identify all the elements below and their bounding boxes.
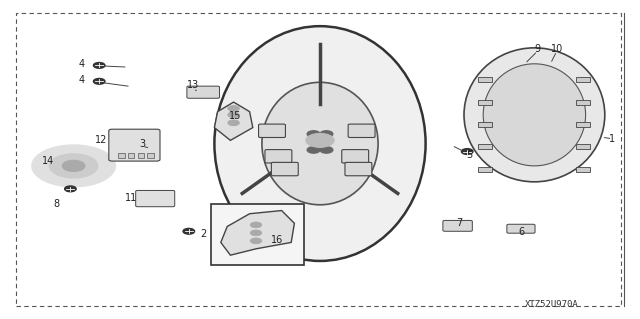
Text: 7: 7 (456, 218, 463, 228)
FancyBboxPatch shape (507, 224, 535, 233)
Circle shape (62, 160, 85, 172)
Text: 3: 3 (139, 139, 145, 149)
Bar (576, 122, 590, 127)
Circle shape (93, 78, 105, 84)
Text: 4: 4 (79, 75, 85, 85)
Text: 11: 11 (125, 193, 138, 204)
Circle shape (320, 147, 333, 153)
Text: 9: 9 (534, 44, 541, 55)
Bar (576, 77, 590, 82)
Ellipse shape (214, 26, 426, 261)
Circle shape (307, 131, 320, 137)
FancyBboxPatch shape (259, 124, 285, 137)
FancyBboxPatch shape (109, 129, 160, 161)
Circle shape (250, 222, 262, 228)
Bar (478, 100, 492, 105)
Text: 16: 16 (271, 235, 284, 245)
Bar (576, 144, 590, 149)
Bar (118, 153, 125, 158)
FancyBboxPatch shape (348, 124, 375, 137)
Text: 2: 2 (200, 228, 207, 239)
Circle shape (306, 133, 334, 147)
Text: 5: 5 (466, 150, 472, 160)
Circle shape (228, 106, 239, 111)
Circle shape (228, 120, 239, 126)
Bar (576, 167, 590, 172)
Bar (147, 153, 154, 158)
Circle shape (65, 186, 76, 192)
Ellipse shape (262, 82, 378, 205)
Text: 13: 13 (187, 80, 200, 91)
Ellipse shape (464, 48, 605, 182)
Circle shape (461, 149, 473, 154)
Circle shape (32, 145, 115, 187)
FancyBboxPatch shape (271, 162, 298, 176)
Bar (211, 204, 304, 265)
Bar (138, 153, 144, 158)
FancyBboxPatch shape (136, 190, 175, 207)
Circle shape (228, 112, 239, 118)
Polygon shape (214, 102, 253, 140)
Text: 14: 14 (42, 156, 54, 166)
Text: 1: 1 (609, 134, 616, 144)
Text: 12: 12 (95, 135, 108, 145)
Text: 15: 15 (229, 111, 242, 121)
Polygon shape (221, 211, 294, 255)
Bar (478, 77, 492, 82)
Circle shape (320, 131, 333, 137)
Circle shape (250, 238, 262, 244)
Text: XTZ52U970A: XTZ52U970A (525, 300, 579, 309)
Circle shape (250, 230, 262, 236)
Circle shape (49, 154, 98, 178)
FancyBboxPatch shape (345, 162, 372, 176)
Ellipse shape (483, 64, 586, 166)
Text: 4: 4 (79, 59, 85, 69)
Circle shape (307, 147, 320, 153)
FancyBboxPatch shape (265, 150, 292, 163)
Circle shape (183, 228, 195, 234)
Bar (576, 100, 590, 105)
FancyBboxPatch shape (443, 220, 472, 231)
Circle shape (93, 63, 105, 68)
Bar (478, 144, 492, 149)
Text: 6: 6 (518, 227, 525, 237)
Bar (478, 167, 492, 172)
Bar (478, 122, 492, 127)
Text: 10: 10 (550, 44, 563, 55)
FancyBboxPatch shape (187, 86, 220, 98)
FancyBboxPatch shape (342, 150, 369, 163)
Bar (128, 153, 134, 158)
Text: 8: 8 (53, 198, 60, 209)
